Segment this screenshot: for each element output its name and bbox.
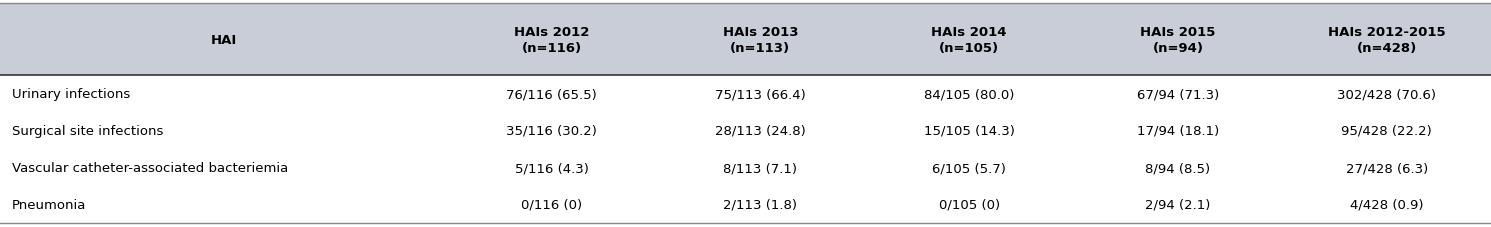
- Text: 2/113 (1.8): 2/113 (1.8): [723, 198, 798, 211]
- Bar: [0, 4, 1491, 76]
- Bar: [0, 76, 1491, 113]
- Text: 8/94 (8.5): 8/94 (8.5): [1145, 161, 1211, 174]
- Text: HAIs 2015
(n=94): HAIs 2015 (n=94): [1141, 25, 1215, 54]
- Text: 302/428 (70.6): 302/428 (70.6): [1337, 88, 1436, 101]
- Text: 67/94 (71.3): 67/94 (71.3): [1136, 88, 1220, 101]
- Bar: [0, 113, 1491, 149]
- Text: 84/105 (80.0): 84/105 (80.0): [924, 88, 1014, 101]
- Text: HAIs 2013
(n=113): HAIs 2013 (n=113): [723, 25, 798, 54]
- Text: HAI: HAI: [210, 33, 237, 46]
- Text: 0/116 (0): 0/116 (0): [522, 198, 581, 211]
- Text: 15/105 (14.3): 15/105 (14.3): [924, 124, 1014, 137]
- Text: HAIs 2014
(n=105): HAIs 2014 (n=105): [932, 25, 1006, 54]
- Text: 76/116 (65.5): 76/116 (65.5): [507, 88, 596, 101]
- Text: 2/94 (2.1): 2/94 (2.1): [1145, 198, 1211, 211]
- Text: 0/105 (0): 0/105 (0): [939, 198, 999, 211]
- Text: 8/113 (7.1): 8/113 (7.1): [723, 161, 798, 174]
- Text: Vascular catheter-associated bacteriemia: Vascular catheter-associated bacteriemia: [12, 161, 288, 174]
- Text: HAIs 2012-2015
(n=428): HAIs 2012-2015 (n=428): [1328, 25, 1445, 54]
- Text: 6/105 (5.7): 6/105 (5.7): [932, 161, 1006, 174]
- Text: Surgical site infections: Surgical site infections: [12, 124, 164, 137]
- Bar: [0, 149, 1491, 186]
- Text: 75/113 (66.4): 75/113 (66.4): [716, 88, 805, 101]
- Bar: [0, 186, 1491, 223]
- Text: 4/428 (0.9): 4/428 (0.9): [1349, 198, 1424, 211]
- Text: Pneumonia: Pneumonia: [12, 198, 86, 211]
- Text: HAIs 2012
(n=116): HAIs 2012 (n=116): [514, 25, 589, 54]
- Text: 95/428 (22.2): 95/428 (22.2): [1342, 124, 1431, 137]
- Text: 28/113 (24.8): 28/113 (24.8): [716, 124, 805, 137]
- Text: 17/94 (18.1): 17/94 (18.1): [1136, 124, 1220, 137]
- Text: 5/116 (4.3): 5/116 (4.3): [514, 161, 589, 174]
- Text: Urinary infections: Urinary infections: [12, 88, 130, 101]
- Text: 35/116 (30.2): 35/116 (30.2): [507, 124, 596, 137]
- Text: 27/428 (6.3): 27/428 (6.3): [1345, 161, 1428, 174]
